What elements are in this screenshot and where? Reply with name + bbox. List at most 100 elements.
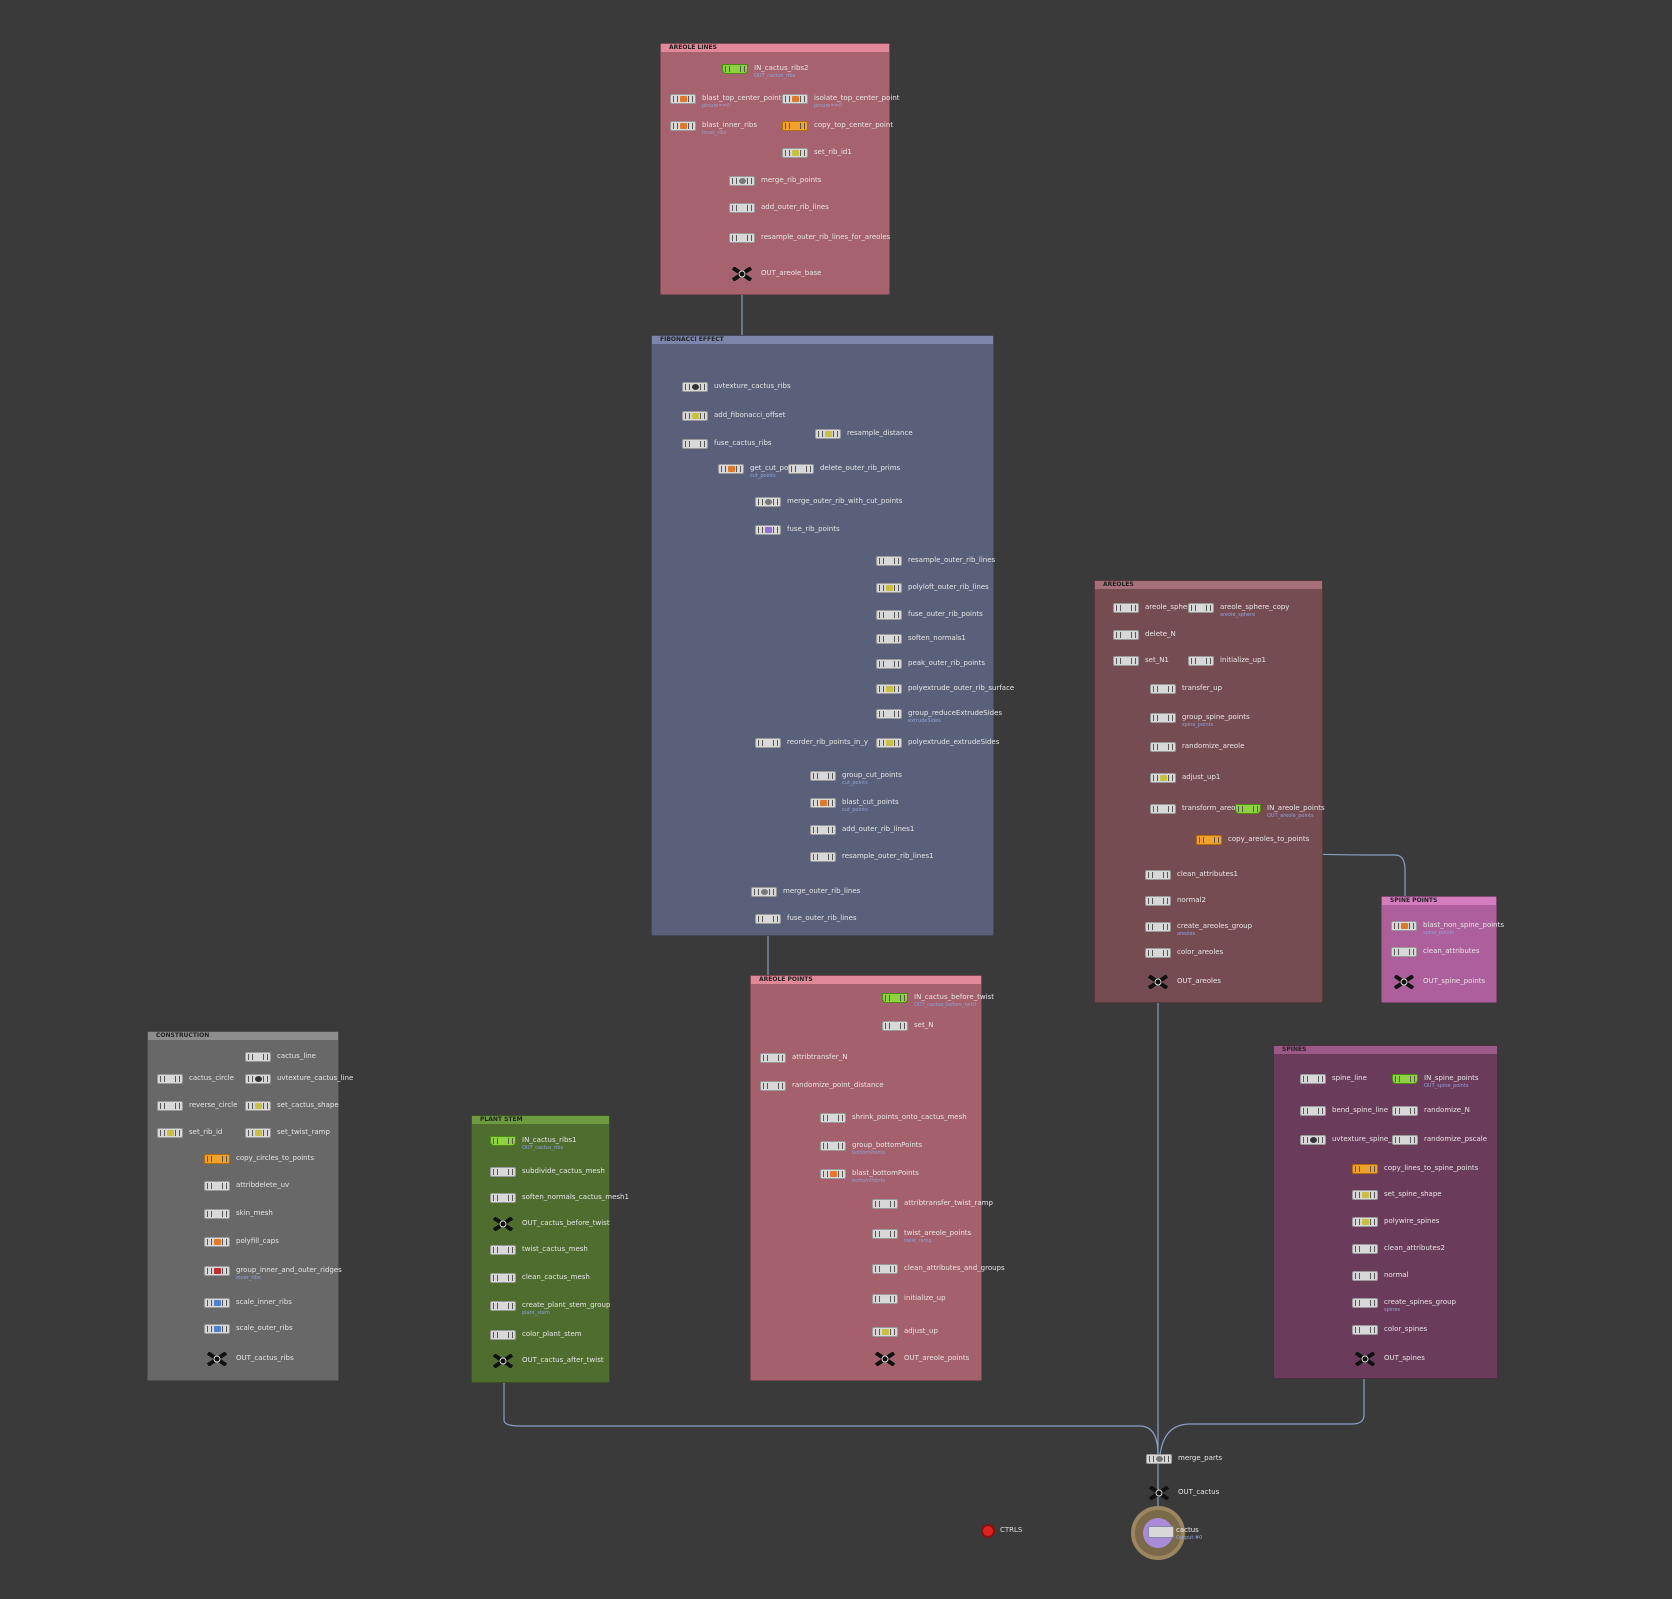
null-output-icon <box>1354 1352 1376 1366</box>
wrangle-icon <box>1150 742 1176 752</box>
fuse-icon <box>755 525 781 535</box>
node-label: subdivide_cactus_mesh <box>522 1167 605 1175</box>
node-comment: spines <box>1384 1307 1401 1313</box>
wrangle-icon <box>815 429 841 439</box>
networkbox-title[interactable]: AREOLES <box>1095 581 1322 589</box>
null-output-icon <box>1148 1486 1170 1500</box>
node-label: merge_outer_rib_with_cut_points <box>787 497 903 505</box>
node-label: group_inner_and_outer_ridges <box>236 1266 342 1274</box>
networkbox-title[interactable]: CONSTRUCTION <box>148 1032 338 1040</box>
node-label: blast_non_spine_points <box>1423 921 1505 929</box>
wrangle-icon <box>882 1021 908 1031</box>
merge-icon <box>1146 1454 1172 1464</box>
networkbox-title[interactable]: AREOLE POINTS <box>751 976 981 984</box>
networkbox-title[interactable]: FIBONACCI EFFECT <box>652 336 993 344</box>
node-label: set_cactus_shape <box>277 1101 339 1109</box>
null-output-icon <box>731 267 753 281</box>
networkbox-spines[interactable]: SPINES <box>1273 1045 1498 1379</box>
node-comment: OUT_areole_points <box>1267 813 1314 819</box>
merge-icon <box>755 497 781 507</box>
node-comment: OUT_cactus_before_twist <box>914 1002 977 1008</box>
wrangle-icon <box>1113 656 1139 666</box>
node-label: group_cut_points <box>842 771 902 779</box>
node-comment: spine_points <box>1423 930 1455 936</box>
blast-icon <box>718 464 744 474</box>
output-node-comment: Output #0 <box>1176 1535 1203 1541</box>
node-label: cactus_line <box>277 1052 316 1060</box>
node-label: copy_areoles_to_points <box>1228 835 1310 843</box>
node-label: create_spines_group <box>1384 1298 1456 1306</box>
ctrls-node-icon[interactable] <box>981 1524 995 1538</box>
networkbox-title[interactable]: PLANT STEM <box>472 1116 609 1124</box>
peak-icon <box>876 659 902 669</box>
node-comment: cut_points <box>842 780 868 786</box>
networkbox-areole-lines[interactable]: AREOLE LINES <box>660 43 890 295</box>
node-label: blast_inner_ribs <box>702 121 757 129</box>
node-label: copy_lines_to_spine_points <box>1384 1164 1479 1172</box>
group-icon <box>876 709 902 719</box>
networkbox-title[interactable]: SPINES <box>1274 1046 1497 1054</box>
node-label: blast_bottomPoints <box>852 1169 919 1177</box>
node-label: polyloft_outer_rib_lines <box>908 583 989 591</box>
node-comment: areoles <box>1177 931 1196 937</box>
null-output-icon <box>492 1217 514 1231</box>
node-label: create_plant_stem_group <box>522 1301 611 1309</box>
wrangle-icon <box>204 1298 230 1308</box>
node-label: normal2 <box>1177 896 1206 904</box>
networkbox-title[interactable]: AREOLE LINES <box>661 44 889 52</box>
networkbox-construction[interactable]: CONSTRUCTION <box>147 1031 339 1381</box>
networkbox-areole-points[interactable]: AREOLE POINTS <box>750 975 982 1381</box>
node-label: uvtexture_cactus_line <box>277 1074 354 1082</box>
blast-icon <box>670 121 696 131</box>
fuse-icon <box>682 439 708 449</box>
node-label: areole_sphere_copy <box>1220 603 1290 611</box>
node-label: bend_spine_line <box>1332 1106 1389 1114</box>
group-icon <box>204 1266 230 1276</box>
node-label: resample_outer_rib_lines1 <box>842 852 934 860</box>
add-icon <box>810 825 836 835</box>
node-label: OUT_areole_points <box>904 1354 970 1362</box>
node-label: attribtransfer_N <box>792 1053 848 1061</box>
node-label: get_cut_point <box>750 464 798 472</box>
sort-icon <box>755 738 781 748</box>
node-label: areole_sphere <box>1145 603 1195 611</box>
node-label: attribdelete_uv <box>236 1181 290 1189</box>
node-label: set_spine_shape <box>1384 1190 1442 1198</box>
networkbox-areoles[interactable]: AREOLES <box>1094 580 1323 1003</box>
node-label: initialize_up <box>904 1294 946 1302</box>
wrangle-icon <box>245 1101 271 1111</box>
node-label: IN_areole_points <box>1267 804 1325 812</box>
node-label: soften_normals1 <box>908 634 966 642</box>
attribtransfer-icon <box>1150 684 1176 694</box>
networkbox-title[interactable]: SPINE POINTS <box>1382 897 1496 905</box>
output-node-icon[interactable] <box>1148 1526 1174 1538</box>
attribdelete-icon <box>1352 1244 1378 1254</box>
node-label: copy_circles_to_points <box>236 1154 315 1162</box>
merge-icon <box>729 176 755 186</box>
node-label: transfer_up <box>1182 684 1223 692</box>
line-icon <box>1300 1074 1326 1084</box>
group-icon <box>1352 1298 1378 1308</box>
circle-icon <box>157 1074 183 1084</box>
node-label: randomize_areole <box>1182 742 1245 750</box>
node-label: delete_outer_rib_prims <box>820 464 901 472</box>
node-label: fuse_outer_rib_points <box>908 610 983 618</box>
wrangle-icon <box>1352 1190 1378 1200</box>
node-label: set_twist_ramp <box>277 1128 330 1136</box>
sphere-icon <box>1188 603 1214 613</box>
ray-icon <box>820 1113 846 1123</box>
node-comment: ptnum==0 <box>702 103 730 109</box>
node-label: merge_parts <box>1178 1454 1223 1462</box>
node-label: delete_N <box>1145 630 1176 638</box>
node-label: clean_attributes_and_groups <box>904 1264 1005 1272</box>
polyfill-icon <box>204 1237 230 1247</box>
object-merge-icon <box>490 1136 516 1146</box>
node-label: scale_outer_ribs <box>236 1324 293 1332</box>
wrangle-icon <box>872 1327 898 1337</box>
bend-icon <box>1300 1106 1326 1116</box>
node-label: polyextrude_outer_rib_surface <box>908 684 1015 692</box>
node-comment: inner_ribs <box>702 130 727 136</box>
node-label: group_spine_points <box>1182 713 1250 721</box>
attribdelete-icon <box>490 1273 516 1283</box>
